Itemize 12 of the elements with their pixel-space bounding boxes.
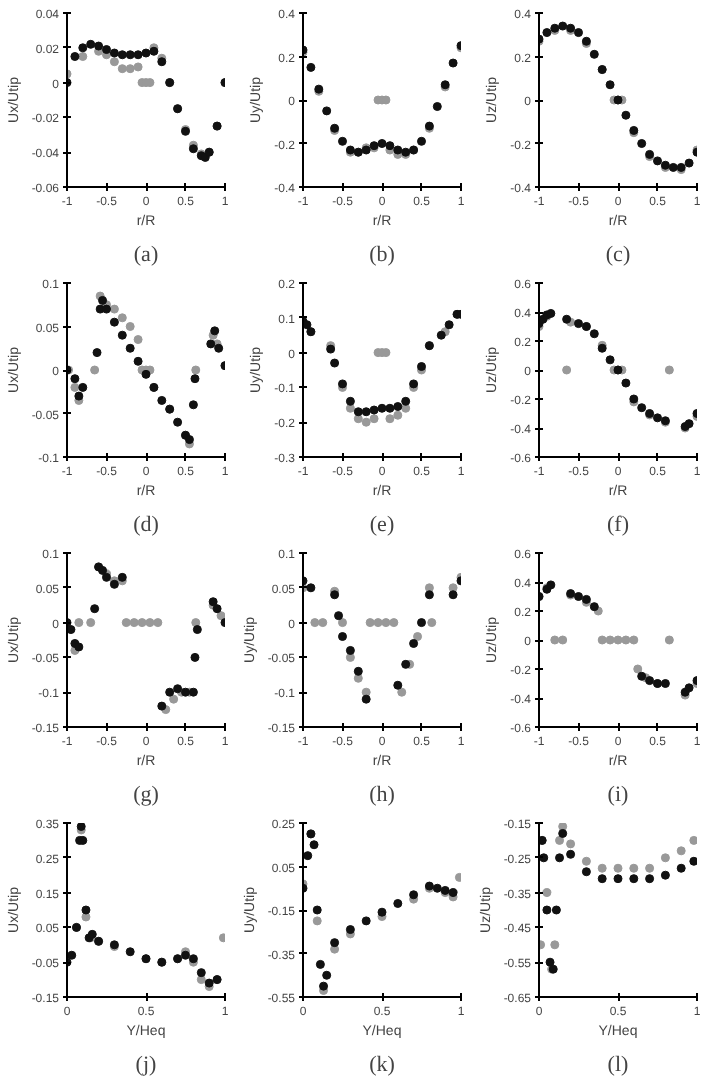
text: (d) — [133, 513, 160, 537]
text: (g) — [133, 783, 160, 807]
text: (h) — [369, 783, 396, 807]
text: (j) — [135, 1053, 158, 1077]
text: (e) — [369, 513, 395, 537]
text: (k) — [369, 1053, 396, 1077]
text: (i) — [607, 783, 630, 807]
text: (l) — [607, 1053, 630, 1077]
text: (b) — [369, 243, 396, 267]
text: (a) — [133, 243, 159, 267]
text: (f) — [607, 513, 630, 537]
text: (c) — [605, 243, 631, 267]
